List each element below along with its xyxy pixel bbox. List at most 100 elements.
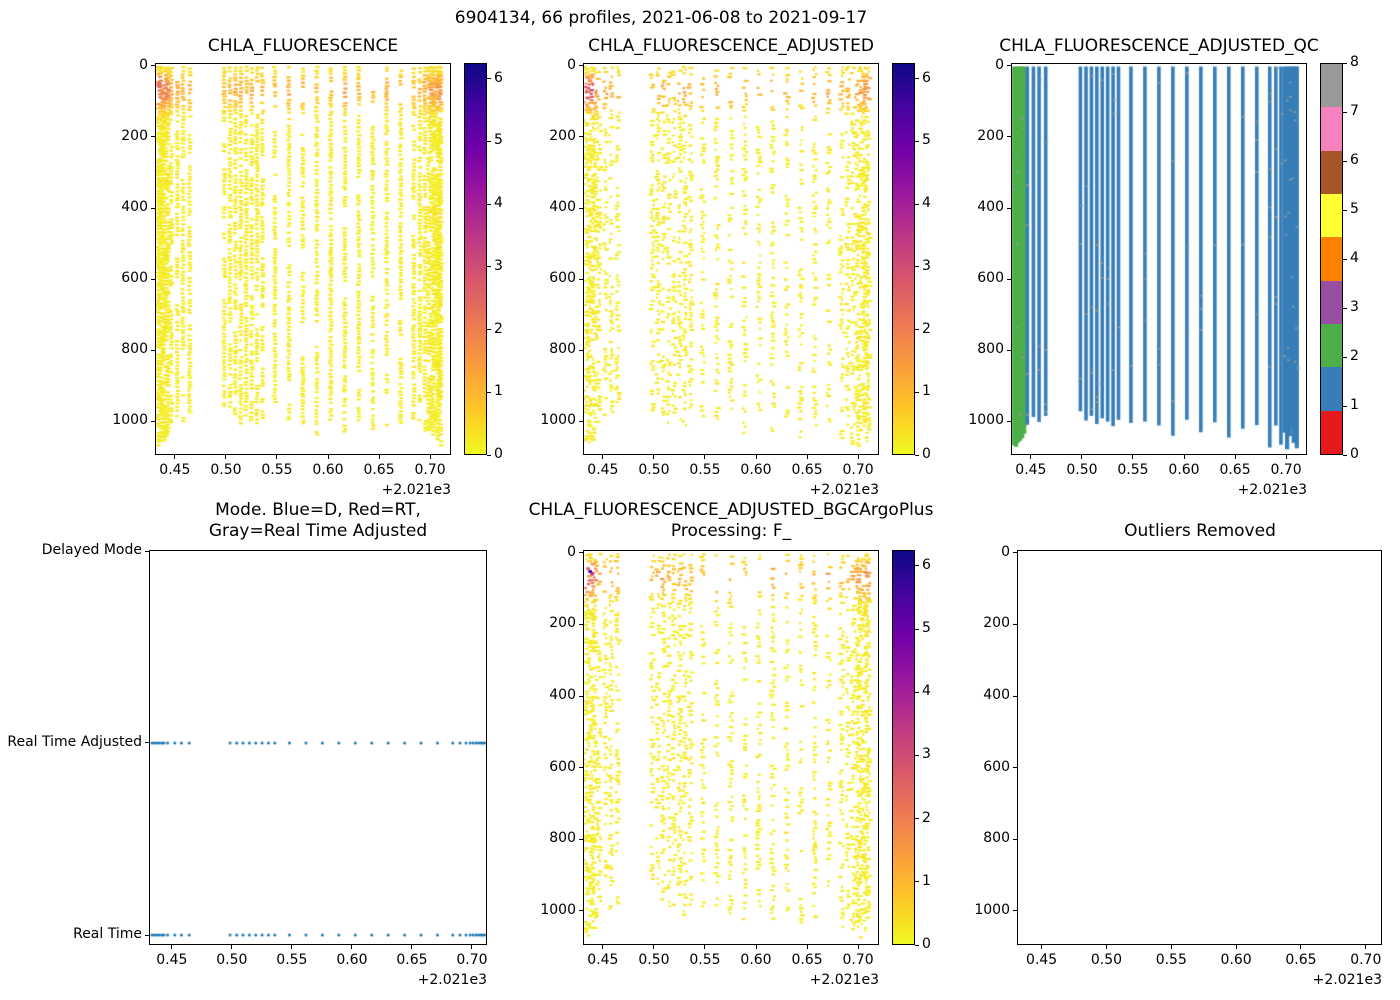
y-tick-label: 600 <box>549 758 576 775</box>
y-tick-mark <box>579 767 583 769</box>
y-tick-label: 600 <box>977 270 1004 287</box>
colorbar-tick-mark <box>915 944 919 946</box>
y-tick-mark <box>1013 623 1017 625</box>
colorbar-tick-mark <box>915 454 919 456</box>
plot-title-chla-fluorescence: CHLA_FLUORESCENCE <box>207 35 399 56</box>
colorbar-tick-mark <box>1343 160 1347 162</box>
x-tick-mark <box>174 455 176 459</box>
x-tick-mark <box>602 945 604 949</box>
colorbar-tick-label: 5 <box>1350 201 1359 217</box>
qc-colorbar-segment-5 <box>1321 193 1342 238</box>
y-tick-label: 0 <box>995 56 1004 73</box>
y-tick-mark <box>145 550 149 552</box>
x-tick-label: 0.65 <box>363 462 395 478</box>
colorbar-tick-label: 4 <box>922 195 931 212</box>
x-tick-mark <box>1285 455 1287 459</box>
y-tick-mark <box>151 420 155 422</box>
colorbar-tick-label: 5 <box>922 132 931 149</box>
y-tick-mark <box>579 695 583 697</box>
y-tick-mark <box>151 278 155 280</box>
x-tick-mark <box>653 455 655 459</box>
colorbar-tick-mark <box>487 78 491 80</box>
y-tick-label: Real Time <box>73 926 142 942</box>
qc-colorbar-segment-8 <box>1321 64 1342 108</box>
y-tick-label: 200 <box>549 127 576 144</box>
colorbar-tick-mark <box>915 628 919 630</box>
x-tick-mark <box>1105 945 1107 949</box>
y-tick-mark <box>1013 910 1017 912</box>
qc-colorbar-segment-7 <box>1321 107 1342 151</box>
x-axis-offset-label: +2.021e3 <box>1237 482 1307 498</box>
x-tick-mark <box>755 455 757 459</box>
y-tick-mark <box>151 349 155 351</box>
y-tick-label: 800 <box>121 341 148 358</box>
x-tick-label: 0.45 <box>159 462 191 478</box>
colorbar-tick-label: 8 <box>1350 54 1359 70</box>
x-tick-label: 0.70 <box>1270 462 1302 478</box>
x-tick-mark <box>276 455 278 459</box>
y-tick-mark <box>579 552 583 554</box>
x-tick-label: 0.55 <box>1117 462 1149 478</box>
x-axis-offset-label: +2.021e3 <box>809 972 879 988</box>
y-tick-label: 400 <box>983 687 1010 704</box>
colorbar-tick-mark <box>1343 258 1347 260</box>
y-tick-label: 0 <box>1001 543 1010 560</box>
colorbar-tick-mark <box>915 565 919 567</box>
y-tick-mark <box>145 934 149 936</box>
colorbar-tick-mark <box>487 266 491 268</box>
colorbar-tick-mark <box>915 818 919 820</box>
x-tick-mark <box>1300 945 1302 949</box>
qc-colorbar-segment-4 <box>1321 237 1342 281</box>
x-tick-mark <box>1235 945 1237 949</box>
colorbar-tick-label: 0 <box>922 936 931 952</box>
chla-colorbar <box>464 63 487 455</box>
x-tick-label: 0.45 <box>1015 462 1047 478</box>
x-tick-label: 0.45 <box>587 462 619 478</box>
scatter-canvas-mode <box>149 550 487 945</box>
y-tick-label: 400 <box>121 199 148 215</box>
y-tick-mark <box>151 207 155 209</box>
colorbar-tick-mark <box>915 78 919 80</box>
x-tick-mark <box>231 945 233 949</box>
x-tick-mark <box>327 455 329 459</box>
colorbar-tick-label: 1 <box>1350 397 1359 413</box>
x-tick-label: 0.70 <box>1350 952 1382 968</box>
chla-colorbar <box>892 550 915 945</box>
qc-colorbar-segment-2 <box>1321 323 1342 368</box>
colorbar-tick-label: 2 <box>494 320 503 337</box>
y-tick-mark <box>1007 420 1011 422</box>
colorbar-tick-label: 3 <box>922 746 931 763</box>
qc-colorbar <box>1320 63 1343 455</box>
x-tick-mark <box>1234 455 1236 459</box>
x-tick-label: 0.60 <box>1220 952 1252 968</box>
colorbar-tick-label: 4 <box>1350 250 1359 266</box>
colorbar-tick-mark <box>1343 405 1347 407</box>
colorbar-tick-label: 4 <box>494 195 503 212</box>
colorbar-tick-label: 5 <box>922 620 931 636</box>
x-tick-label: 0.60 <box>740 462 772 478</box>
y-tick-label: 400 <box>549 687 576 704</box>
colorbar-tick-mark <box>915 881 919 883</box>
x-tick-mark <box>225 455 227 459</box>
colorbar-tick-mark <box>915 691 919 693</box>
colorbar-tick-label: 1 <box>494 383 503 400</box>
y-tick-mark <box>145 742 149 744</box>
colorbar-tick-mark <box>1343 111 1347 113</box>
x-tick-label: 0.50 <box>1090 952 1123 968</box>
y-tick-label: 1000 <box>974 901 1010 918</box>
x-tick-label: 0.65 <box>1285 952 1317 968</box>
x-tick-label: 0.60 <box>740 952 772 968</box>
colorbar-tick-mark <box>487 329 491 331</box>
colorbar-tick-mark <box>1343 454 1347 456</box>
colorbar-tick-label: 4 <box>922 683 931 700</box>
qc-colorbar-segment-6 <box>1321 150 1342 194</box>
x-tick-label: 0.70 <box>842 462 874 478</box>
y-tick-label: Real Time Adjusted <box>7 733 142 750</box>
x-tick-mark <box>1183 455 1185 459</box>
x-tick-mark <box>704 945 706 949</box>
colorbar-tick-label: 3 <box>922 257 931 274</box>
x-tick-mark <box>378 455 380 459</box>
y-tick-mark <box>579 420 583 422</box>
figure-title: 6904134, 66 profiles, 2021-06-08 to 2021… <box>454 8 868 28</box>
x-tick-mark <box>857 455 859 459</box>
